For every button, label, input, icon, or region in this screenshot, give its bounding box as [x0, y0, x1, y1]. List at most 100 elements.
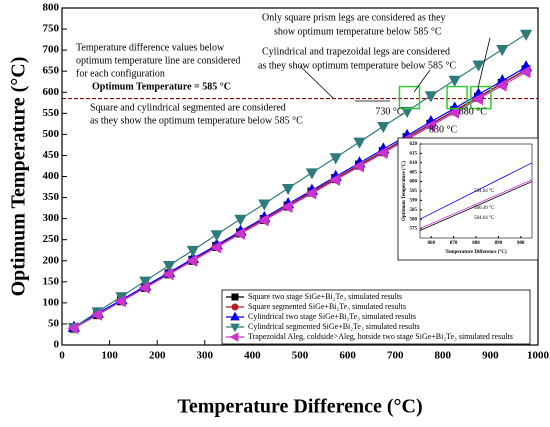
- y-tick-label: 610: [410, 161, 418, 166]
- marker: [281, 200, 293, 213]
- legend-label: Square two stage SiGe+Bi₂Te₃ simulated r…: [248, 292, 402, 301]
- marker: [209, 241, 222, 254]
- line: [419, 162, 533, 220]
- highlight-box: [470, 85, 492, 110]
- y-tick-label: 620: [410, 142, 418, 147]
- x-tick-label: 500: [292, 350, 309, 362]
- annotation: for each configuration: [76, 68, 165, 79]
- x-tick-label: 100: [101, 350, 118, 362]
- y-tick-label: 0: [54, 339, 60, 351]
- marker: [186, 245, 200, 258]
- x-tick-label: 800: [435, 350, 452, 362]
- marker: [234, 214, 247, 226]
- marker: [328, 173, 341, 186]
- marker: [519, 29, 533, 41]
- y-tick-label: 350: [43, 191, 60, 203]
- highlight-label: 880 °C: [459, 106, 487, 117]
- x-tick-label: 0: [59, 350, 65, 362]
- x-tick-label: 600: [339, 350, 356, 362]
- marker: [496, 44, 509, 57]
- annotation: Optimum Temperature = 585 °C: [92, 81, 231, 92]
- y-tick-label: 400: [43, 170, 60, 182]
- highlight-label: 830 °C: [429, 124, 457, 135]
- y-tick-label: 600: [410, 180, 418, 185]
- annotation: Square and cylindrical segmented are con…: [90, 102, 286, 113]
- x-tick-label: 300: [197, 350, 214, 362]
- annotation: Temperature difference values below: [76, 42, 225, 53]
- marker: [472, 60, 485, 72]
- legend-marker: [230, 311, 240, 321]
- inset-frame: [397, 137, 539, 261]
- legend-label: Cylindrical two stage SiGe+Bi₂Te₃ simula…: [248, 312, 416, 321]
- x-axis-label: Temperature Difference (°C): [177, 396, 422, 418]
- y-axis-label: Optimum Temperature (°C): [8, 57, 30, 297]
- y-tick-label: 650: [43, 65, 60, 77]
- y-tick-label: 800: [43, 2, 60, 14]
- marker: [424, 119, 436, 133]
- x-tick-label: 900: [517, 241, 525, 246]
- y-tick-label: 250: [43, 233, 60, 245]
- marker: [471, 92, 483, 106]
- x-tick-label: 400: [244, 350, 261, 362]
- x-tick-label: 890: [495, 241, 503, 246]
- marker: [233, 227, 245, 240]
- x-axis-label: Temperature Difference (°C): [445, 250, 507, 255]
- highlight-label: 730 °C: [375, 106, 403, 117]
- annotation: show optimum temperature below 585 °C: [274, 26, 442, 37]
- marker: [519, 65, 531, 79]
- marker: [114, 295, 126, 308]
- y-tick-label: 500: [43, 128, 60, 140]
- y-tick-label: 605: [410, 170, 418, 175]
- marker: [210, 230, 223, 242]
- line: [419, 179, 533, 229]
- x-tick-label: 200: [149, 350, 166, 362]
- marker: [281, 183, 295, 196]
- y-tick-label: 595: [410, 189, 418, 194]
- arrow: [413, 69, 431, 93]
- y-tick-label: 600: [43, 86, 60, 98]
- x-tick-label: 880: [472, 241, 480, 246]
- marker: [376, 146, 388, 160]
- y-tick-label: 300: [43, 212, 60, 224]
- x-tick-label: 900: [482, 350, 499, 362]
- line: [419, 181, 533, 231]
- annotation: 584.64 °C: [474, 189, 495, 194]
- y-tick-label: 150: [43, 275, 60, 287]
- marker: [447, 106, 460, 119]
- annotation: as they show the optimum temperature bel…: [90, 115, 303, 126]
- y-tick-label: 590: [410, 199, 418, 204]
- annotation: optimum temperature line are considered: [76, 55, 240, 66]
- y-tick-label: 550: [43, 107, 60, 119]
- marker: [305, 187, 317, 200]
- legend-marker: [229, 332, 239, 342]
- arrow: [299, 65, 334, 99]
- y-tick-label: 575: [410, 227, 418, 232]
- y-tick-label: 200: [43, 254, 60, 266]
- marker: [139, 276, 152, 288]
- marker: [162, 261, 176, 273]
- marker: [258, 199, 271, 211]
- arrow: [477, 37, 491, 89]
- y-tick-label: 450: [43, 149, 60, 161]
- annotation: Cylindrical and trapezoidal legs are con…: [262, 46, 450, 57]
- marker: [377, 122, 390, 134]
- annotation: Only square prism legs are considered as…: [262, 12, 446, 23]
- x-tick-label: 860: [427, 241, 435, 246]
- marker: [448, 75, 461, 87]
- marker: [400, 106, 414, 119]
- x-tick-label: 700: [387, 350, 404, 362]
- y-tick-label: 585: [410, 208, 418, 213]
- y-tick-label: 100: [43, 296, 60, 308]
- annotation: as they show optimum temperature below 5…: [258, 60, 456, 71]
- marker: [329, 153, 342, 165]
- marker: [257, 214, 269, 227]
- marker: [353, 137, 366, 149]
- highlight-box: [446, 85, 468, 110]
- marker: [186, 254, 198, 267]
- marker: [138, 281, 150, 294]
- legend-marker: [230, 323, 240, 333]
- marker: [305, 168, 319, 180]
- highlight-box: [398, 85, 421, 110]
- y-tick-label: 580: [410, 217, 418, 222]
